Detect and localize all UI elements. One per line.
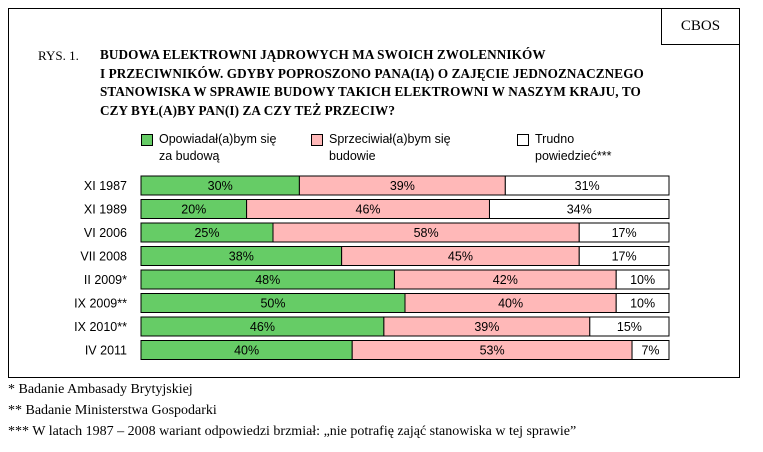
bar-segment-unsure	[578, 222, 670, 243]
legend-label-oppose-line-2: budowie	[329, 149, 376, 163]
data-label-support: 48%	[255, 273, 280, 287]
footnote-1: * Badanie Ambasady Brytyjskiej	[8, 382, 193, 397]
bar-segment-unsure	[615, 269, 670, 290]
legend-label-oppose-line-1: Sprzeciwiał(a)bym się	[329, 132, 451, 146]
data-label-support: 50%	[260, 297, 285, 311]
data-label-unsure: 10%	[630, 273, 655, 287]
legend-item-support: Opowiadał(a)bym się za budową	[141, 131, 276, 165]
legend-label-unsure-line-1: Trudno	[535, 132, 575, 146]
category-label: II 2009*	[84, 273, 127, 287]
category-label: IX 2010**	[74, 320, 127, 334]
legend-item-unsure: Trudno powiedzieć***	[517, 131, 611, 165]
data-label-oppose: 42%	[493, 273, 518, 287]
bar-segment-unsure	[589, 316, 670, 337]
bar-segment-unsure	[488, 199, 670, 219]
data-label-support: 40%	[234, 344, 259, 358]
bar-segment-unsure	[615, 293, 670, 313]
title-line-4: CZY BYŁ(A)BY PAN(I) ZA CZY TEŻ PRZECIW?	[100, 102, 396, 118]
data-label-unsure: 7%	[641, 344, 659, 358]
legend-item-oppose: Sprzeciwiał(a)bym się budowie	[311, 131, 451, 165]
title-line-2: I PRZECIWNIKÓW. GDYBY POPROSZONO PANA(IĄ…	[100, 65, 644, 81]
data-label-unsure: 34%	[567, 203, 592, 217]
bar-segment-unsure	[631, 340, 670, 360]
data-label-oppose: 39%	[390, 179, 415, 193]
data-label-oppose: 53%	[480, 344, 505, 358]
bar-segment-unsure	[578, 246, 670, 266]
figure-label: RYS. 1.	[38, 48, 79, 63]
data-label-oppose: 39%	[474, 320, 499, 334]
legend-swatch-unsure	[517, 134, 529, 146]
legend-label-unsure-line-2: powiedzieć***	[535, 149, 612, 163]
data-label-support: 20%	[181, 203, 206, 217]
data-label-oppose: 58%	[414, 226, 439, 240]
legend-label-support-line-2: za budową	[159, 149, 220, 163]
data-label-support: 38%	[229, 250, 254, 264]
data-label-oppose: 40%	[498, 297, 523, 311]
data-label-support: 30%	[208, 179, 233, 193]
category-label: IX 2009**	[74, 297, 127, 311]
source-label: CBOS	[661, 8, 740, 45]
data-label-support: 25%	[194, 226, 219, 240]
data-label-support: 46%	[250, 320, 275, 334]
legend-label-support-line-1: Opowiadał(a)bym się	[159, 132, 277, 146]
category-label: IV 2011	[85, 344, 127, 358]
footnote-2: ** Badanie Ministerstwa Gospodarki	[8, 403, 217, 418]
title-line-1: BUDOWA ELEKTROWNI JĄDROWYCH MA SWOICH ZW…	[100, 47, 546, 62]
data-label-oppose: 46%	[356, 203, 381, 217]
data-label-oppose: 45%	[448, 250, 473, 264]
bar-segment-unsure	[504, 175, 670, 196]
chart-title: BUDOWA ELEKTROWNI JĄDROWYCH MA SWOICH ZW…	[100, 46, 660, 120]
legend-swatch-support	[141, 134, 153, 146]
figure-frame	[8, 8, 740, 378]
category-label: XI 1989	[84, 203, 127, 217]
legend-swatch-oppose	[311, 134, 323, 146]
data-label-unsure: 17%	[612, 250, 637, 264]
category-label: XI 1987	[84, 179, 127, 193]
data-label-unsure: 15%	[617, 320, 642, 334]
category-label: VII 2008	[80, 250, 127, 264]
footnote-3: *** W latach 1987 – 2008 wariant odpowie…	[8, 424, 577, 439]
category-label: VI 2006	[84, 226, 127, 240]
data-label-unsure: 10%	[630, 297, 655, 311]
title-line-3: STANOWISKA W SPRAWIE BUDOWY TAKICH ELEKT…	[100, 84, 641, 99]
data-label-unsure: 31%	[575, 179, 600, 193]
data-label-unsure: 17%	[612, 226, 637, 240]
